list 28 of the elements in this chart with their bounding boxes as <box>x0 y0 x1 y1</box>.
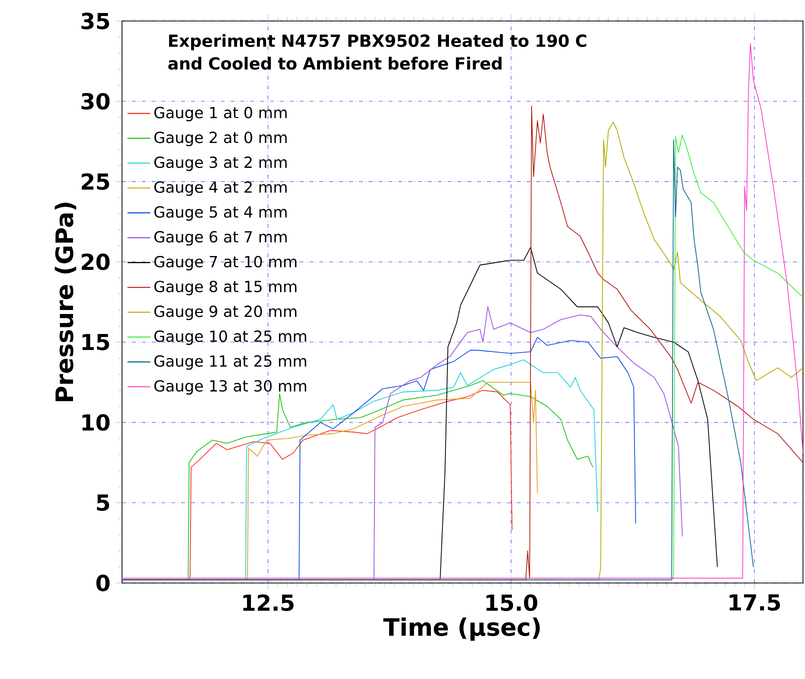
legend-label: Gauge 4 at 2 mm <box>154 181 287 196</box>
legend-label: Gauge 3 at 2 mm <box>154 156 287 172</box>
legend-label: Gauge 7 at 10 mm <box>154 256 296 270</box>
legend-label: Gauge 2 at 0 mm <box>154 132 287 146</box>
legend-label: Gauge 6 at 7 mm <box>154 231 287 246</box>
y-tick-label: 15 <box>82 334 110 350</box>
x-tick-label: 17.5 <box>730 594 780 611</box>
line-series <box>374 306 683 580</box>
legend-label: Gauge 5 at 4 mm <box>154 206 287 221</box>
legend-label: Gauge 10 at 25 mm <box>154 330 306 345</box>
x-tick-label: 12.5 <box>243 594 294 612</box>
y-tick-label: 10 <box>82 414 110 431</box>
legend-label: Gauge 1 at 0 mm <box>154 106 287 122</box>
y-tick-label: 35 <box>81 12 110 30</box>
legend-label: Gauge 8 at 15 mm <box>154 280 296 296</box>
legend-label: Gauge 9 at 20 mm <box>154 306 296 320</box>
y-axis-title: Pressure (GPa) <box>54 202 76 402</box>
y-tick-label: 5 <box>97 494 110 511</box>
y-tick-label: 0 <box>96 574 110 592</box>
y-tick-label: 25 <box>82 173 110 190</box>
legend-label: Gauge 13 at 30 mm <box>154 380 306 395</box>
y-tick-label: 20 <box>82 254 110 270</box>
legend-label: Gauge 11 at 25 mm <box>154 355 306 370</box>
x-tick-label: 15.0 <box>486 594 538 612</box>
x-axis-title: Time (μsec) <box>383 618 540 641</box>
text: Experiment N4757 PBX9502 Heated to 190 C and Cooled to Ambient before Fired <box>168 34 586 70</box>
line-series <box>672 134 803 580</box>
y-tick-label: 30 <box>81 92 110 110</box>
